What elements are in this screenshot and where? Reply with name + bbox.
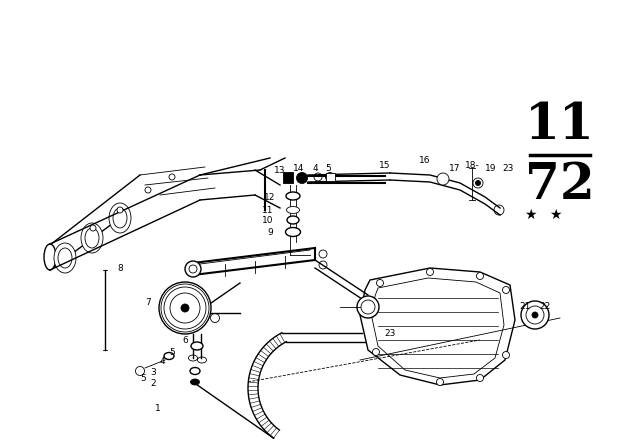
Text: 72: 72 [525,160,595,210]
Ellipse shape [145,187,151,193]
Text: 4: 4 [312,164,318,172]
Ellipse shape [436,379,444,385]
Text: ★: ★ [524,208,536,222]
Text: 6: 6 [182,336,188,345]
Ellipse shape [81,223,103,253]
Ellipse shape [285,228,301,237]
Ellipse shape [109,203,131,233]
Text: 16: 16 [419,155,431,164]
Ellipse shape [169,174,175,180]
Ellipse shape [54,243,76,273]
Ellipse shape [190,367,200,375]
Ellipse shape [44,244,56,270]
Text: 8: 8 [117,263,123,272]
Ellipse shape [376,280,383,287]
Ellipse shape [521,301,549,329]
Ellipse shape [372,349,380,356]
Text: 5: 5 [325,164,331,172]
Ellipse shape [286,192,300,200]
Ellipse shape [532,312,538,318]
Text: 17: 17 [449,164,461,172]
Ellipse shape [502,352,509,358]
Ellipse shape [477,272,483,280]
Text: 21: 21 [519,302,531,310]
Ellipse shape [191,379,200,385]
Ellipse shape [90,225,96,231]
Polygon shape [360,268,515,385]
Text: 19: 19 [485,164,497,172]
Text: 12: 12 [264,193,276,202]
Ellipse shape [287,216,299,224]
Ellipse shape [159,282,211,334]
Ellipse shape [296,172,307,184]
Text: 13: 13 [275,165,285,175]
Text: 15: 15 [380,160,391,169]
Text: 7: 7 [145,297,151,306]
Text: 1: 1 [155,404,161,413]
Ellipse shape [502,287,509,293]
Bar [326,173,335,181]
Text: 2: 2 [150,379,156,388]
Text: 22: 22 [540,302,550,310]
Text: 5: 5 [140,374,146,383]
Ellipse shape [136,366,145,375]
Ellipse shape [426,268,433,276]
Text: 23: 23 [502,164,514,172]
Ellipse shape [185,261,201,277]
Text: 23: 23 [384,328,396,337]
Text: 11: 11 [525,100,595,150]
Ellipse shape [181,304,189,312]
Ellipse shape [437,173,449,185]
Text: 10: 10 [262,215,274,224]
Text: ★: ★ [548,208,561,222]
Ellipse shape [473,178,483,188]
Ellipse shape [287,207,300,214]
Ellipse shape [164,353,174,359]
Bar [283,172,293,183]
Ellipse shape [476,181,481,185]
Ellipse shape [191,342,203,350]
Text: 5: 5 [169,348,175,357]
Ellipse shape [477,375,483,382]
Text: 18-: 18- [465,160,479,169]
Text: 11: 11 [262,206,274,215]
Text: 9: 9 [267,228,273,237]
Text: 4: 4 [159,357,165,366]
Ellipse shape [357,296,379,318]
Text: 14: 14 [293,164,305,172]
Ellipse shape [117,207,123,213]
Text: 3: 3 [150,367,156,376]
